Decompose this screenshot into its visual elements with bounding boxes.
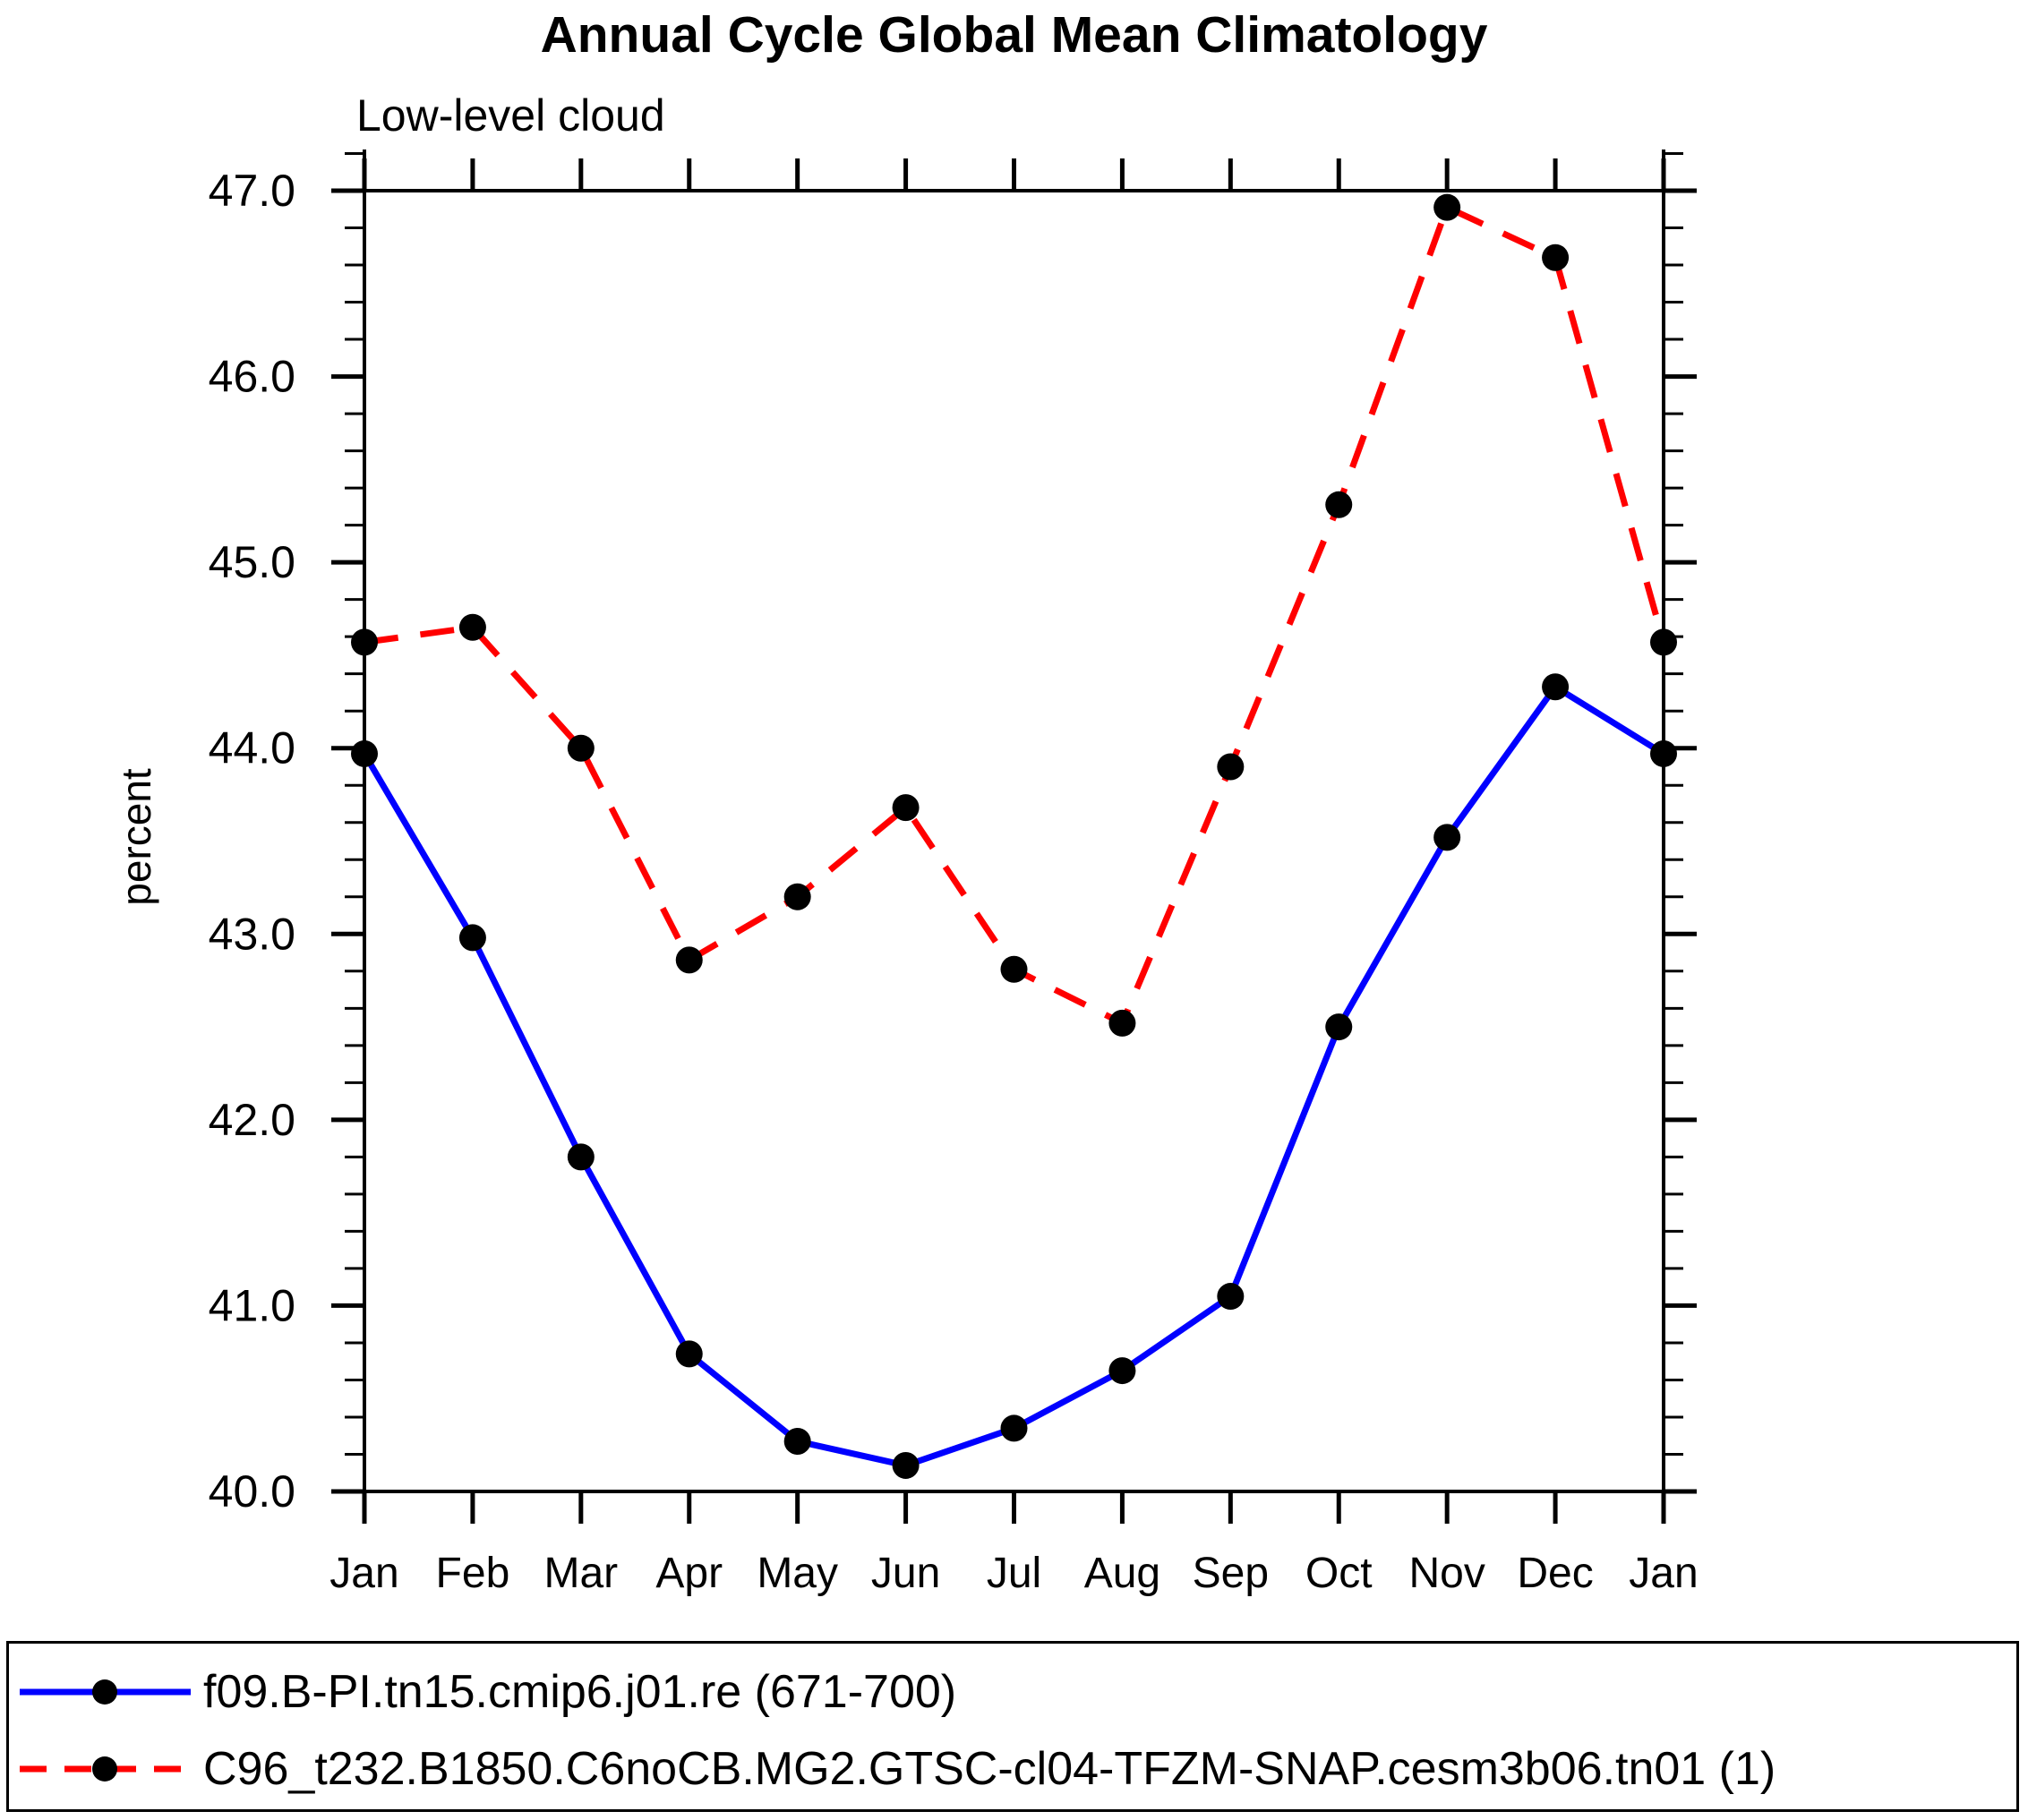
legend-item: C96_t232.B1850.C6noCB.MG2.GTSC-cl04-TFZM… (18, 1742, 1776, 1796)
legend-item: f09.B-PI.tn15.cmip6.j01.re (671-700) (18, 1665, 956, 1719)
x-tick-label: Nov (1408, 1550, 1485, 1597)
x-tick-label: Jun (871, 1550, 940, 1597)
plot-frame (363, 150, 1665, 1493)
x-tick-label: Jul (987, 1550, 1041, 1597)
y-axis-tick-labels: 40.0 41.0 42.0 43.0 44.0 45.0 46.0 47.0 (209, 166, 295, 1517)
x-tick-label: Jan (329, 1550, 398, 1597)
x-tick-label: Oct (1305, 1550, 1373, 1597)
x-tick-label: Dec (1517, 1550, 1593, 1597)
y-tick-label: 44.0 (209, 723, 295, 773)
series-markers (351, 193, 1677, 1037)
y-tick-label: 46.0 (209, 352, 295, 402)
x-tick-label: Apr (655, 1550, 723, 1597)
y-tick-label: 41.0 (209, 1280, 295, 1330)
y-tick-label: 42.0 (209, 1095, 295, 1145)
x-axis-tick-labels: Jan Feb Mar Apr May Jun Jul Aug Sep Oct Nov Dec Jan (329, 1550, 1698, 1597)
x-tick-label: Jan (1629, 1550, 1698, 1597)
y-tick-label: 40.0 (209, 1466, 295, 1517)
legend-line-sample-solid (20, 1679, 191, 1705)
series-line-dashed-red (364, 204, 1667, 1027)
legend-label: C96_t232.B1850.C6noCB.MG2.GTSC-cl04-TFZM… (203, 1743, 1776, 1795)
x-tick-label: Aug (1084, 1550, 1160, 1597)
series-markers (351, 673, 1677, 1479)
x-axis-ticks (362, 158, 1666, 1524)
x-tick-label: May (757, 1550, 838, 1597)
x-tick-label: Mar (543, 1550, 618, 1597)
series-line-solid-blue (361, 683, 1665, 1469)
legend-marker-dot (92, 1756, 117, 1782)
legend-label: f09.B-PI.tn15.cmip6.j01.re (671-700) (203, 1666, 957, 1718)
y-tick-label: 47.0 (209, 166, 295, 216)
y-tick-label: 45.0 (209, 537, 295, 587)
y-axis-ticks (331, 151, 1697, 1494)
x-tick-label: Sep (1193, 1550, 1269, 1597)
y-tick-label: 43.0 (209, 909, 295, 959)
legend-line-sample-dashed (20, 1756, 191, 1782)
chart-title: Annual Cycle Global Mean Climatology (540, 6, 1488, 64)
legend-marker-dot (92, 1679, 117, 1705)
legend-box: f09.B-PI.tn15.cmip6.j01.re (671-700) C96… (6, 1641, 2019, 1812)
chart-subtitle: Low-level cloud (356, 90, 665, 141)
x-tick-label: Feb (436, 1550, 510, 1597)
